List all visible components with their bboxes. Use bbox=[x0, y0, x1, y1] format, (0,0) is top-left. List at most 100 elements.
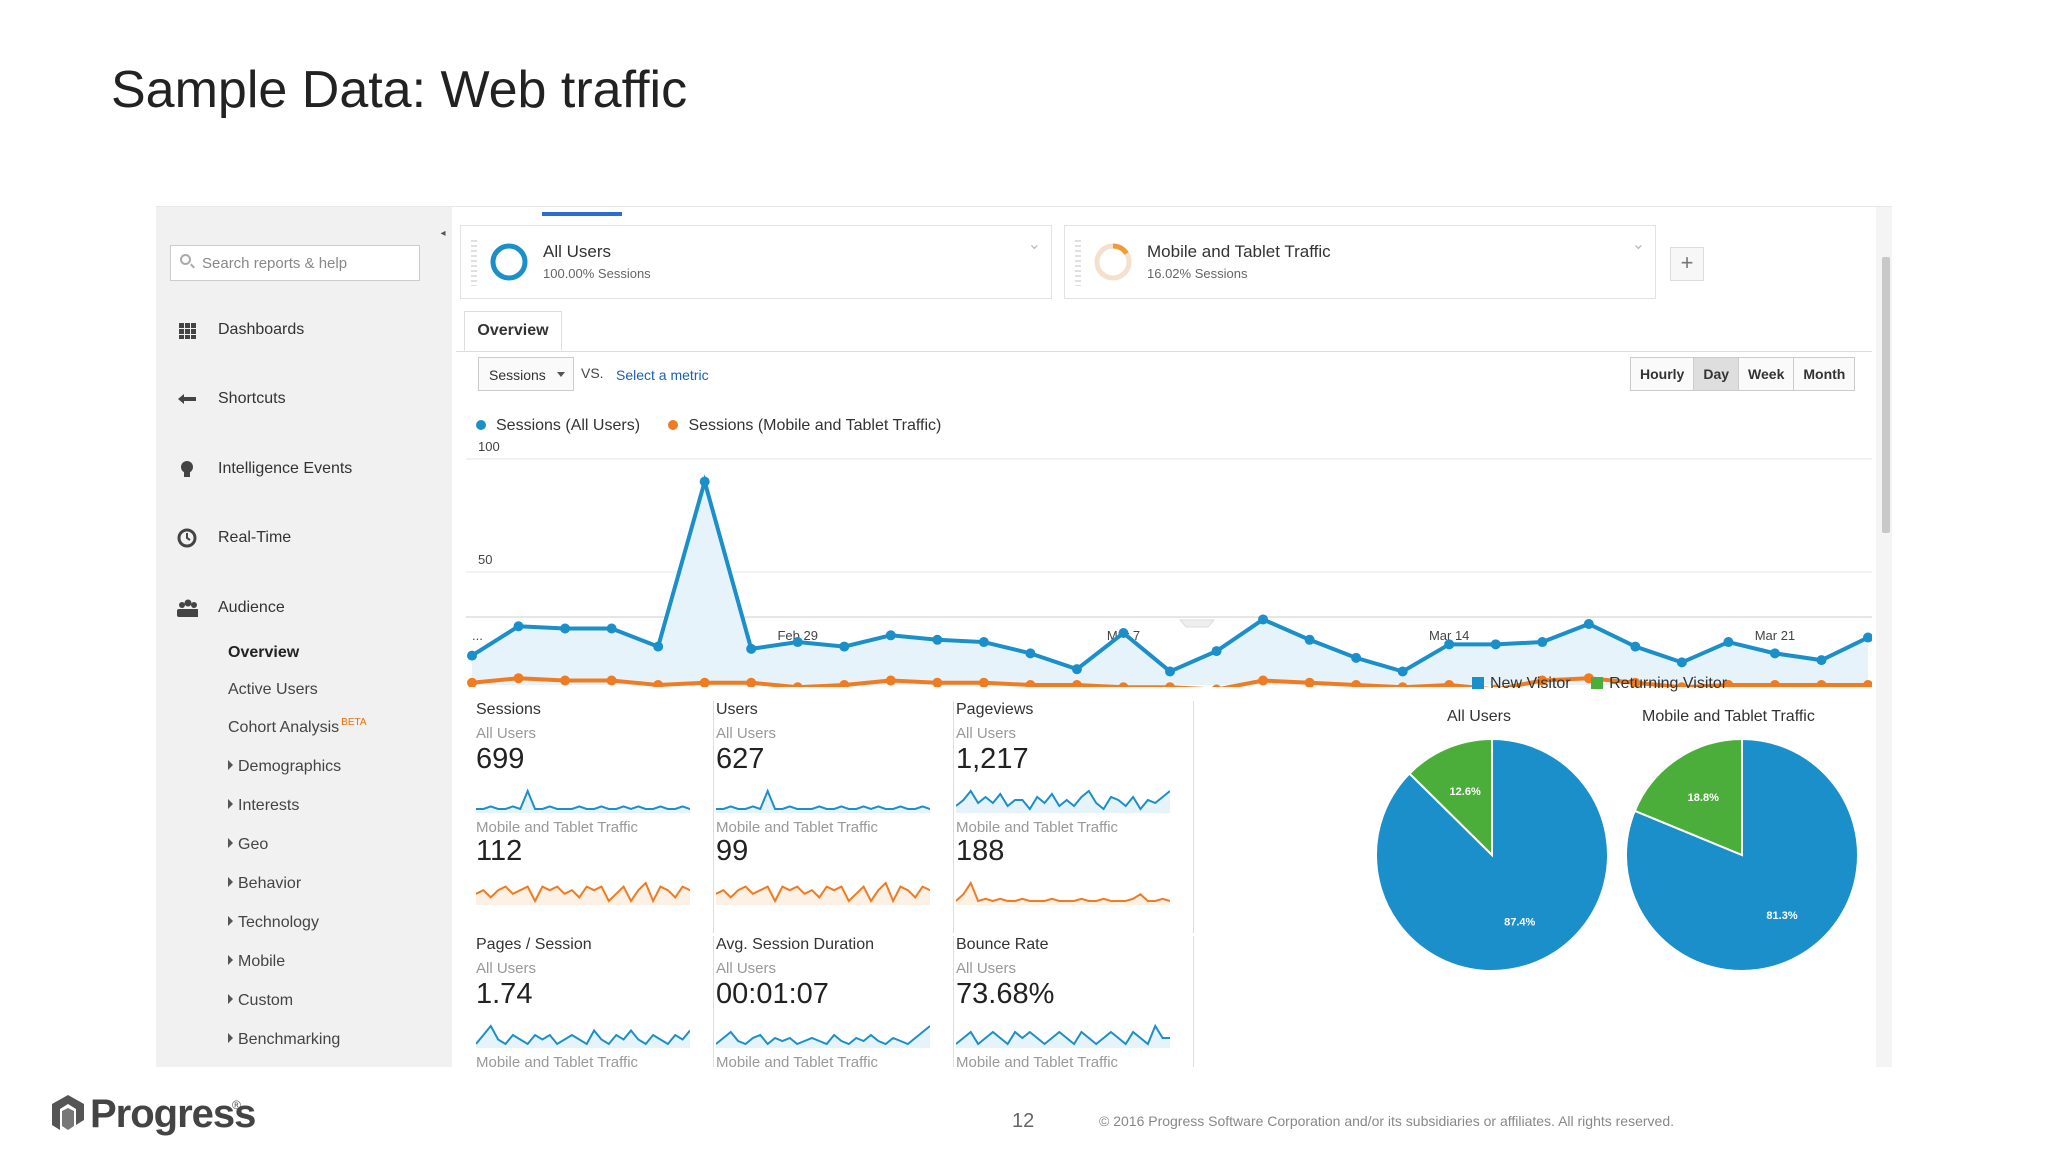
pie-slice-new-visitor[interactable] bbox=[1375, 737, 1609, 972]
metric-tile-avg-session-duration[interactable]: Avg. Session Duration All Users 00:01:07 Mo… bbox=[716, 936, 954, 1067]
data-point[interactable] bbox=[1490, 639, 1501, 650]
sidebar-item-real-time[interactable]: Real-Time bbox=[156, 523, 452, 553]
data-point[interactable] bbox=[978, 677, 989, 687]
data-point[interactable] bbox=[1397, 666, 1408, 677]
data-point[interactable] bbox=[1676, 657, 1687, 668]
sidebar-item-audience[interactable]: Audience bbox=[156, 593, 452, 623]
data-point[interactable] bbox=[1304, 634, 1315, 645]
sidebar-subitem-custom[interactable]: Custom bbox=[228, 992, 293, 1010]
data-point[interactable] bbox=[1816, 680, 1827, 687]
data-point[interactable] bbox=[1863, 680, 1872, 687]
data-point[interactable] bbox=[932, 634, 943, 645]
data-point[interactable] bbox=[1025, 648, 1036, 659]
data-point[interactable] bbox=[1118, 628, 1129, 639]
data-point[interactable] bbox=[653, 641, 664, 652]
sidebar-subitem-interests[interactable]: Interests bbox=[228, 797, 299, 815]
chevron-down-icon[interactable]: ⌄ bbox=[1631, 236, 1645, 253]
scrollbar-thumb[interactable] bbox=[1882, 257, 1890, 533]
chart-resize-handle[interactable] bbox=[1178, 619, 1216, 628]
segment-mobile-tablet[interactable]: Mobile and Tablet Traffic 16.02% Session… bbox=[1064, 225, 1656, 299]
hourly-button[interactable]: Hourly bbox=[1631, 358, 1695, 390]
data-point[interactable] bbox=[792, 637, 803, 648]
data-point[interactable] bbox=[1025, 680, 1036, 687]
data-point[interactable] bbox=[1537, 637, 1548, 648]
data-point[interactable] bbox=[1444, 639, 1455, 650]
data-point[interactable] bbox=[467, 650, 477, 661]
data-point[interactable] bbox=[932, 677, 943, 687]
data-point[interactable] bbox=[1723, 637, 1734, 648]
drag-handle[interactable] bbox=[471, 240, 477, 286]
metric-tile-bounce-rate[interactable]: Bounce Rate All Users 73.68% Mobile and Tab… bbox=[956, 936, 1194, 1067]
metric-tile-users[interactable]: Users All Users 627 Mobile and Tablet Traff… bbox=[716, 701, 954, 933]
data-point[interactable] bbox=[560, 675, 571, 686]
data-point[interactable] bbox=[699, 476, 710, 487]
sidebar-item-shortcuts[interactable]: Shortcuts bbox=[156, 384, 452, 414]
data-point[interactable] bbox=[513, 673, 524, 684]
week-button[interactable]: Week bbox=[1739, 358, 1795, 390]
search-input[interactable]: Search reports & help bbox=[170, 245, 420, 281]
drag-handle[interactable] bbox=[1075, 240, 1081, 286]
sidebar-item-intelligence-events[interactable]: Intelligence Events bbox=[156, 454, 452, 484]
data-point[interactable] bbox=[839, 641, 850, 652]
metric-tile-sessions[interactable]: Sessions All Users 699 Mobile and Tablet Tr… bbox=[476, 701, 714, 933]
pie-slice-returning-visitor[interactable] bbox=[1633, 737, 1743, 857]
data-point[interactable] bbox=[699, 677, 710, 687]
data-point[interactable] bbox=[1304, 677, 1315, 687]
data-point[interactable] bbox=[1769, 680, 1780, 687]
data-point[interactable] bbox=[1258, 614, 1269, 625]
data-point[interactable] bbox=[1816, 655, 1827, 666]
data-point[interactable] bbox=[839, 680, 850, 687]
metric-dropdown[interactable]: Sessions bbox=[478, 357, 574, 391]
sidebar-subitem-demographics[interactable]: Demographics bbox=[228, 758, 341, 776]
select-metric-link[interactable]: Select a metric bbox=[616, 367, 709, 383]
data-point[interactable] bbox=[1351, 680, 1362, 687]
data-point[interactable] bbox=[1071, 680, 1082, 687]
data-point[interactable] bbox=[1397, 682, 1408, 687]
data-point[interactable] bbox=[885, 675, 896, 686]
data-point[interactable] bbox=[792, 682, 803, 687]
legend-item-all-users[interactable]: Sessions (All Users) bbox=[476, 417, 640, 435]
pie-slice-returning-visitor[interactable] bbox=[1408, 737, 1493, 858]
data-point[interactable] bbox=[1165, 682, 1175, 687]
data-point[interactable] bbox=[1630, 641, 1641, 652]
data-point[interactable] bbox=[1351, 652, 1362, 663]
data-point[interactable] bbox=[1769, 648, 1780, 659]
data-point[interactable] bbox=[1212, 684, 1222, 687]
month-button[interactable]: Month bbox=[1794, 358, 1855, 390]
collapse-sidebar-button[interactable]: ◂ bbox=[440, 228, 446, 239]
tab-overview[interactable]: Overview bbox=[464, 311, 562, 351]
data-point[interactable] bbox=[978, 637, 989, 648]
pie-slice-new-visitor[interactable] bbox=[1625, 737, 1859, 972]
data-point[interactable] bbox=[513, 621, 524, 632]
data-point[interactable] bbox=[1723, 680, 1734, 687]
day-button[interactable]: Day bbox=[1694, 358, 1740, 390]
data-point[interactable] bbox=[1491, 684, 1501, 687]
data-point[interactable] bbox=[1630, 677, 1641, 687]
data-point[interactable] bbox=[1583, 618, 1594, 629]
data-point[interactable] bbox=[1211, 646, 1222, 657]
data-point[interactable] bbox=[560, 623, 571, 634]
sidebar-subitem-overview[interactable]: Overview bbox=[228, 644, 300, 661]
add-segment-button[interactable]: + bbox=[1670, 247, 1704, 281]
data-point[interactable] bbox=[606, 675, 617, 686]
chevron-down-icon[interactable]: ⌄ bbox=[1027, 236, 1041, 253]
sidebar-subitem-geo[interactable]: Geo bbox=[228, 836, 268, 854]
data-point[interactable] bbox=[1165, 666, 1175, 677]
data-point[interactable] bbox=[885, 630, 896, 641]
sidebar-item-dashboards[interactable]: Dashboards bbox=[156, 315, 452, 345]
data-point[interactable] bbox=[1071, 664, 1082, 675]
sidebar-subitem-benchmarking[interactable]: Benchmarking bbox=[228, 1031, 340, 1049]
sidebar-subitem-cohort-analysis[interactable]: Cohort Analysis BETA bbox=[228, 717, 367, 737]
data-point[interactable] bbox=[606, 623, 617, 634]
data-point[interactable] bbox=[1258, 675, 1269, 686]
data-point[interactable] bbox=[1863, 632, 1872, 643]
data-point[interactable] bbox=[746, 643, 757, 654]
data-point[interactable] bbox=[467, 677, 477, 687]
sidebar-subitem-behavior[interactable]: Behavior bbox=[228, 875, 301, 893]
data-point[interactable] bbox=[1118, 682, 1129, 687]
data-point[interactable] bbox=[746, 677, 757, 687]
legend-item-mobile[interactable]: Sessions (Mobile and Tablet Traffic) bbox=[668, 417, 941, 435]
sidebar-subitem-technology[interactable]: Technology bbox=[228, 914, 319, 932]
metric-tile-pageviews[interactable]: Pageviews All Users 1,217 Mobile and Tablet… bbox=[956, 701, 1194, 933]
data-point[interactable] bbox=[653, 680, 664, 687]
